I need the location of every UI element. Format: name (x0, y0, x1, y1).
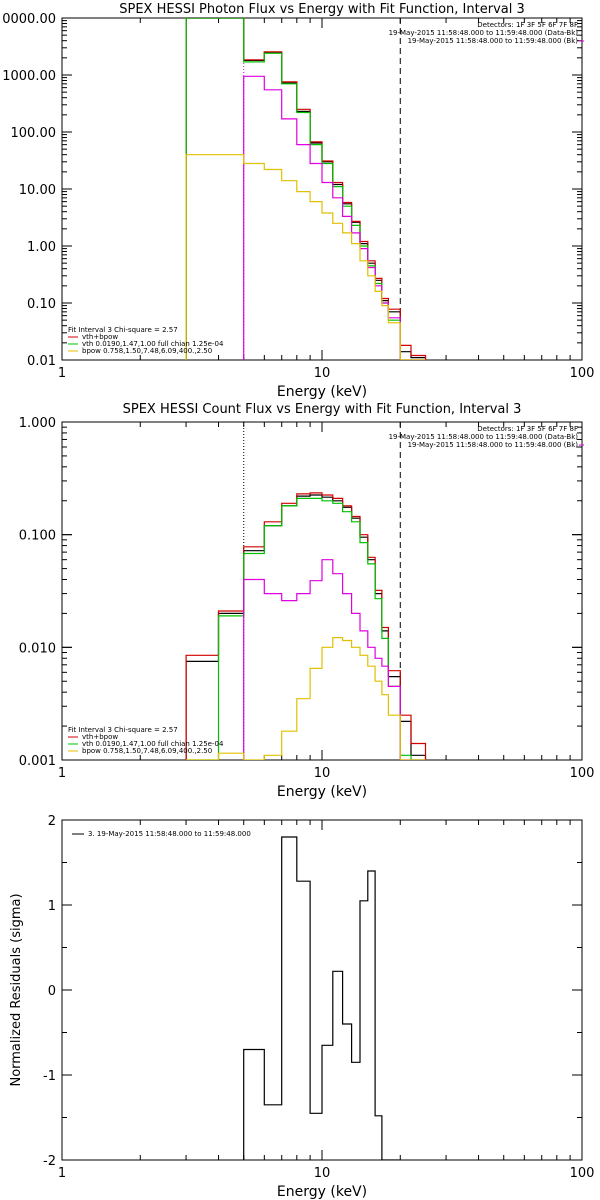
y-tick-label: 1 (48, 899, 56, 914)
y-tick-label: 0.10 (27, 297, 56, 312)
y-tick-label: 2 (48, 814, 56, 829)
y-tick-label: 0000.00 (2, 12, 56, 27)
series-line-total (185, 492, 427, 760)
x-tick-label: 1 (58, 766, 66, 781)
chart-panel-1: SPEX HESSI Photon Flux vs Energy with Fi… (2, 2, 594, 400)
series-line-pow (185, 154, 426, 360)
series-line-bpow (243, 559, 426, 760)
chart-title: SPEX HESSI Photon Flux vs Energy with Fi… (119, 2, 525, 17)
series-line-data (243, 836, 401, 1160)
x-tick-label: 1 (58, 366, 66, 381)
legend-entry: vth 0.0190,1.47,1.00 full chian 1.25e-04 (82, 340, 224, 348)
y-axis-label: Normalized Residuals (sigma) (9, 893, 24, 1086)
header-line: Detectors: 1F 3F 5F 6F 7F 8F (477, 425, 578, 433)
plot-frame (61, 421, 583, 761)
chart-panel-2: SPEX HESSI Count Flux vs Energy with Fit… (19, 402, 595, 800)
chart-panel-3: 1 10 100 -2 -1 0 1 2 Energy (keV) Normalized Resi… (9, 814, 594, 1200)
x-tick-label: 10 (314, 1166, 331, 1181)
header-line: Detectors: 1F 3F 5F 6F 7F 8F (477, 21, 578, 29)
series-line-total (185, 18, 427, 360)
series-line-vth (186, 497, 426, 760)
y-tick-label: 0 (48, 984, 56, 999)
x-axis-label: Energy (keV) (277, 1184, 367, 1200)
legend-entry: bpow 0.758,1.50,7.48,6.09,400.,2.50 (82, 347, 212, 355)
x-tick-label: 1 (58, 1166, 66, 1181)
y-tick-label: 0.01 (27, 354, 56, 369)
y-tick-label: -2 (43, 1154, 56, 1169)
legend-entry: bpow 0.758,1.50,7.48,6.09,400.,2.50 (82, 747, 212, 755)
y-tick-label: 1.000 (19, 416, 56, 431)
header-line: 19-May-2015 11:58:48.000 to 11:59:48.000… (408, 441, 579, 449)
x-tick-label: 100 (570, 366, 595, 381)
y-tick-label: 0.010 (19, 641, 56, 656)
legend-fit-info: Fit Interval 3 Chi-square = 2.57 (68, 726, 178, 734)
legend-entry: vth 0.0190,1.47,1.00 full chian 1.25e-04 (82, 740, 224, 748)
y-tick-label: 0.001 (19, 754, 56, 769)
header-line: 19-May-2015 11:58:48.000 to 11:59:48.000… (389, 29, 579, 37)
header-line: 19-May-2015 11:58:48.000 to 11:59:48.000… (389, 433, 579, 441)
y-tick-label: 100.00 (11, 126, 57, 141)
x-tick-label: 100 (570, 766, 595, 781)
legend-fit-info: Fit Interval 3 Chi-square = 2.57 (68, 326, 178, 334)
series-line-pow (186, 637, 426, 760)
x-tick-label: 100 (570, 1166, 595, 1181)
y-tick-label: -1 (43, 1069, 56, 1084)
y-tick-label: 10.00 (19, 183, 56, 198)
x-axis-label: Energy (keV) (277, 784, 367, 800)
legend-entry: vth+bpow (82, 733, 118, 741)
chart-title: SPEX HESSI Count Flux vs Energy with Fit… (123, 402, 522, 417)
plot-frame (61, 17, 583, 361)
header-line: 19-May-2015 11:58:48.000 to 11:59:48.000… (408, 37, 579, 45)
x-tick-label: 10 (314, 766, 331, 781)
y-tick-label: 1000.00 (2, 69, 56, 84)
y-tick-label: 0.100 (19, 529, 56, 544)
series-line-data (185, 494, 427, 760)
y-tick-label: 1.00 (27, 240, 56, 255)
series-line-bpow (243, 75, 426, 360)
legend-entry: vth+bpow (82, 333, 118, 341)
legend-entry: 3. 19-May-2015 11:58:48.000 to 11:59:48.… (88, 830, 251, 838)
x-tick-label: 10 (314, 366, 331, 381)
x-axis-label: Energy (keV) (277, 384, 367, 400)
